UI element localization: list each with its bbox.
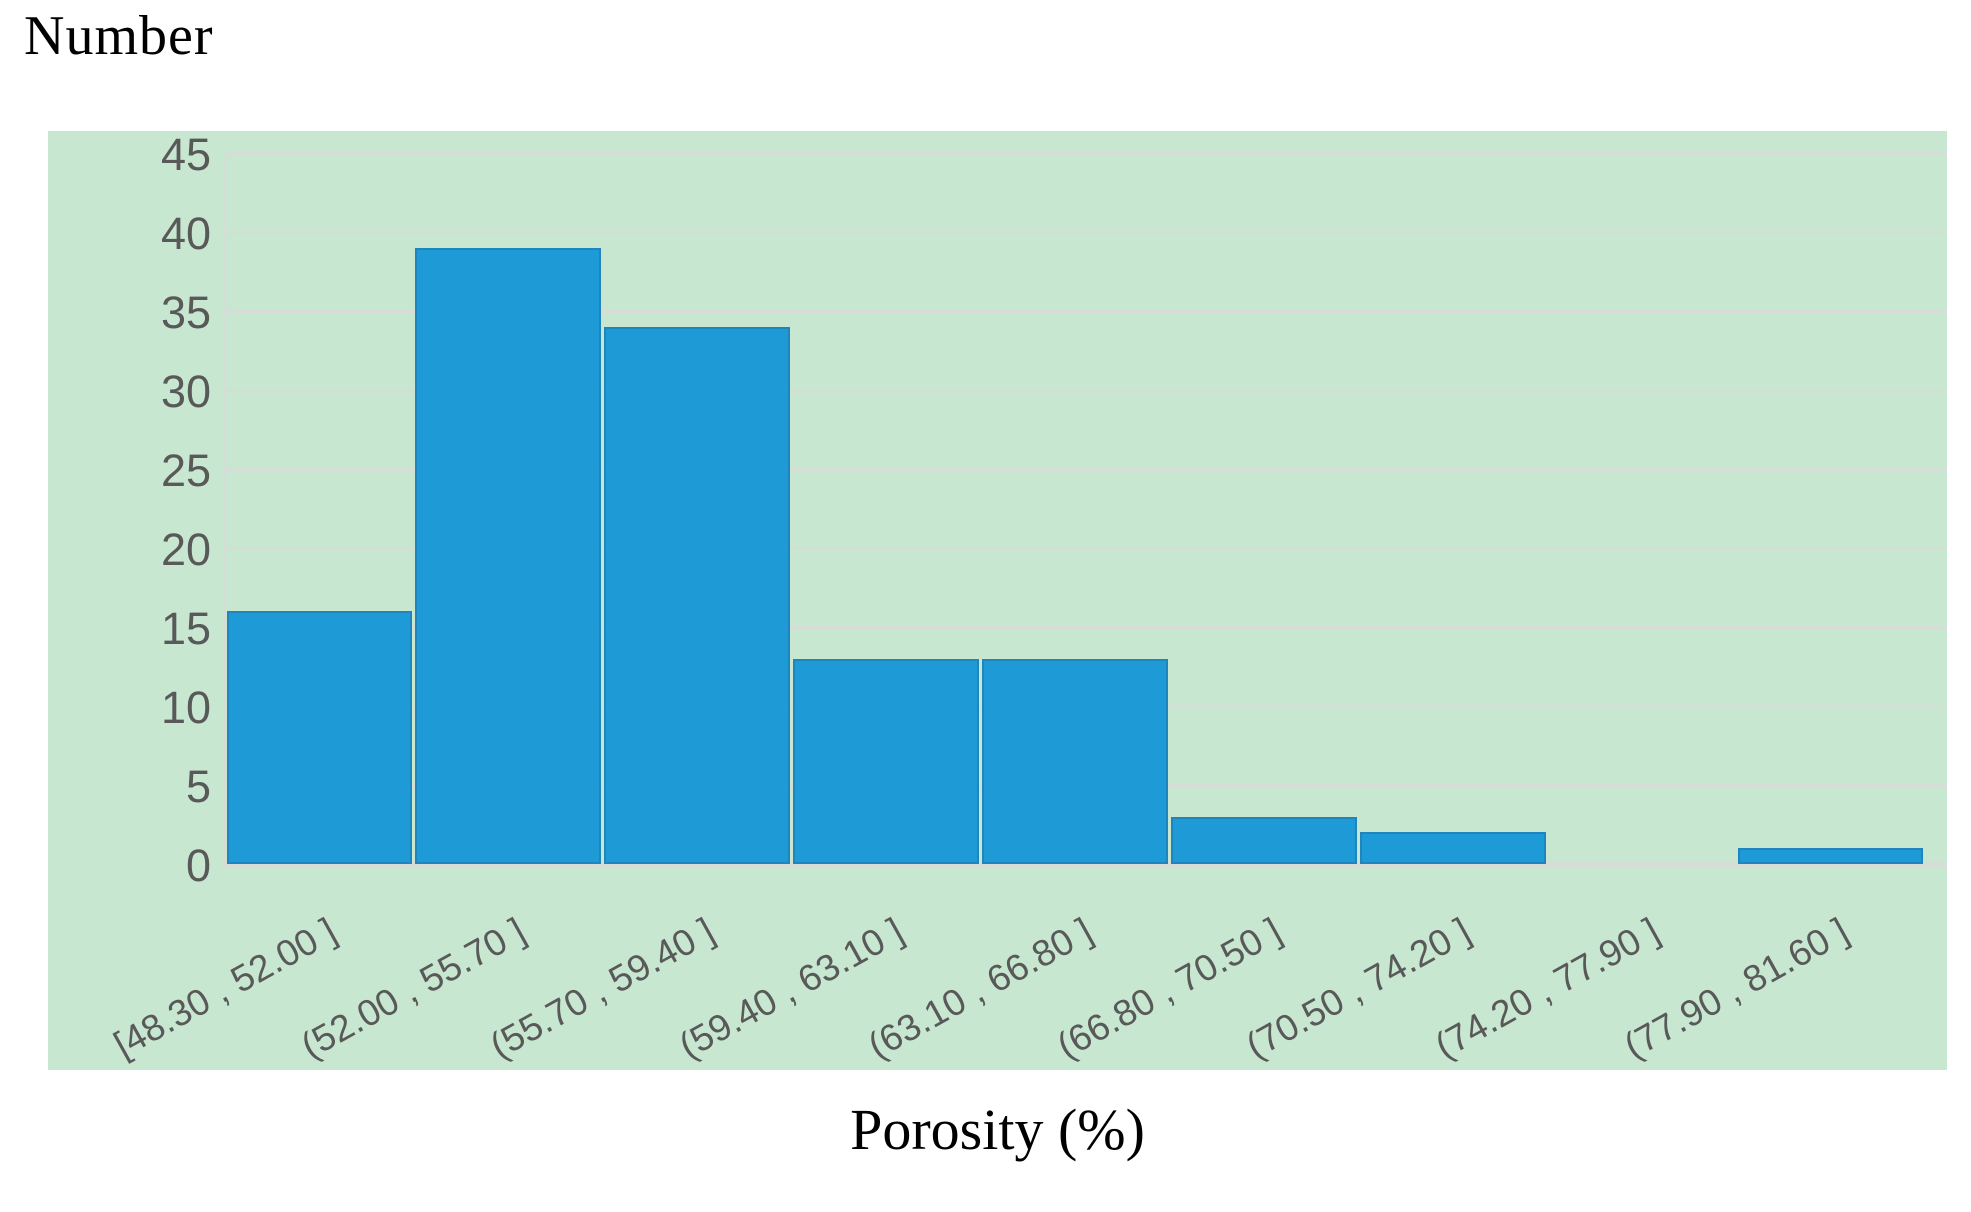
y-tick-label: 15 <box>160 603 211 654</box>
y-tick-label: 40 <box>160 208 211 259</box>
histogram-bar <box>1359 832 1546 864</box>
histogram-bar <box>1737 848 1924 864</box>
y-tick-label: 30 <box>160 366 211 417</box>
gridline-y-25 <box>225 468 1947 471</box>
y-axis-title: Number <box>24 5 214 67</box>
chart-area: 0 5 10 15 20 25 30 35 40 45 [48.30 , 52.00 ] (52.00… <box>48 131 1947 1070</box>
y-tick-label: 20 <box>160 524 211 575</box>
histogram-bar <box>793 659 980 864</box>
gridline-y-20 <box>225 547 1947 550</box>
y-tick-label: 45 <box>160 129 211 180</box>
y-tick-label: 25 <box>160 445 211 496</box>
gridline-y-30 <box>225 389 1947 392</box>
histogram-bar <box>415 248 602 864</box>
gridline-y-15 <box>225 626 1947 629</box>
gridline-y-40 <box>225 231 1947 234</box>
x-axis-line <box>225 862 1947 867</box>
y-tick-label: 10 <box>160 682 211 733</box>
histogram-bar <box>604 327 791 864</box>
histogram-bar <box>1170 817 1357 864</box>
histogram-bar <box>982 659 1168 864</box>
gridline-y-45 <box>225 152 1947 155</box>
plot-area <box>225 152 1947 867</box>
y-axis-line <box>223 153 226 867</box>
gridline-y-35 <box>225 310 1947 313</box>
y-tick-label: 35 <box>160 287 211 338</box>
y-tick-label: 0 <box>185 840 211 891</box>
x-axis-title: Porosity (%) <box>850 1097 1145 1162</box>
y-tick-label: 5 <box>185 761 211 812</box>
histogram-bar <box>226 611 413 864</box>
